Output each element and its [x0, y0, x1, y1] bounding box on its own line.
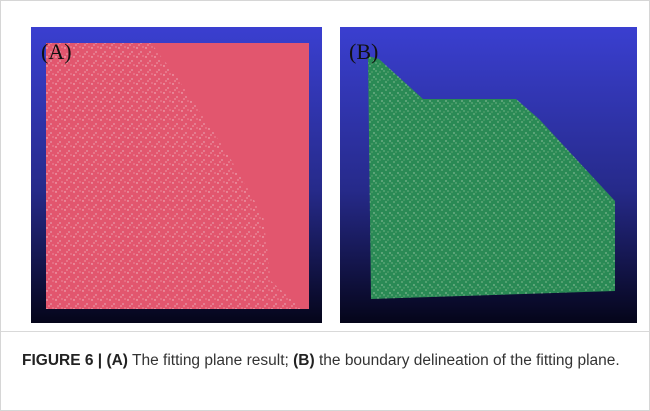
caption-part-label: (B) — [293, 352, 315, 369]
panel-label: (A) — [41, 39, 72, 64]
caption-text: the boundary delineation of the fitting … — [315, 352, 620, 369]
figure: (A) (B) FIGURE 6 | (A) The fitting plane… — [0, 0, 650, 411]
figure-label: FIGURE 6 | — [22, 352, 106, 369]
caption-text: The fitting plane result; — [128, 352, 293, 369]
panel-a: (A) — [31, 27, 322, 323]
panel-label: (B) — [349, 39, 378, 64]
divider — [1, 331, 649, 332]
panel-b: (B) — [340, 27, 637, 323]
figure-panels: (A) (B) — [1, 1, 649, 331]
caption: FIGURE 6 | (A) The fitting plane result;… — [22, 348, 622, 374]
caption-part-label: (A) — [106, 352, 128, 369]
